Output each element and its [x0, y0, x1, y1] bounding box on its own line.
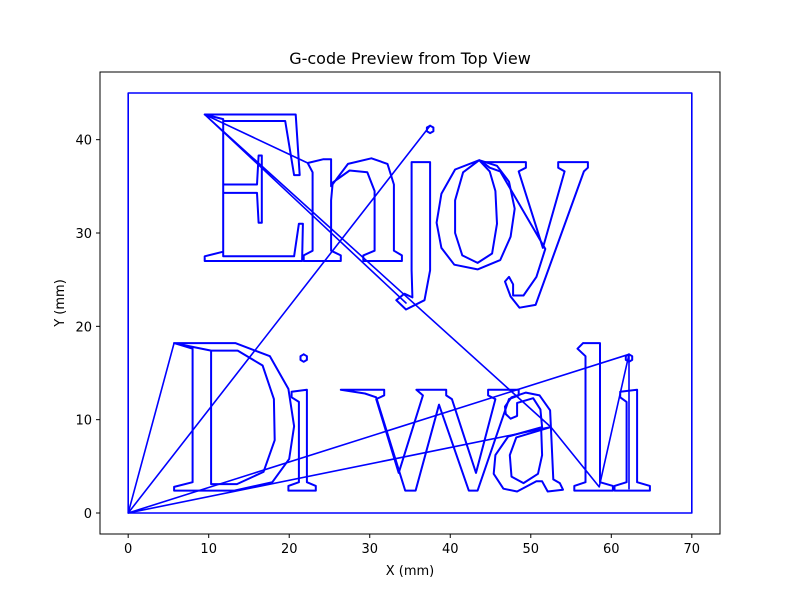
- toolpath-letter-i-dot: [299, 353, 308, 363]
- y-tick-label: 20: [75, 320, 92, 335]
- y-tick-label: 0: [84, 507, 92, 522]
- y-axis-label: Y (mm): [53, 279, 68, 328]
- x-tick-label: 40: [442, 542, 459, 557]
- x-tick-label: 70: [684, 542, 701, 557]
- toolpath-letter-E: [203, 113, 304, 262]
- toolpath-letter-j: [395, 161, 432, 311]
- toolpath-crossing-moves: [203, 113, 552, 428]
- y-tick-label: 30: [75, 227, 92, 242]
- toolpath-letter-a: [492, 391, 564, 493]
- y-axis: 0 10 20 30 40: [75, 134, 100, 522]
- toolpath-bed-border: [127, 92, 693, 514]
- x-tick-label: 30: [361, 542, 378, 557]
- axes-frame: [99, 71, 721, 535]
- x-axis: 0 10 20 30 40 50 60 70: [124, 534, 700, 557]
- x-tick-label: 60: [603, 542, 620, 557]
- x-axis-label: X (mm): [386, 564, 435, 579]
- toolpath-letter-l: [573, 342, 614, 492]
- x-tick-label: 10: [200, 542, 217, 557]
- toolpath-inter-letter-moves: [550, 353, 630, 490]
- y-tick-label: 10: [75, 414, 92, 429]
- x-tick-label: 0: [124, 542, 132, 557]
- toolpath-letter-o: [435, 159, 516, 271]
- x-tick-label: 50: [523, 542, 540, 557]
- toolpath-letter-y: [481, 161, 589, 309]
- plot-area: [127, 92, 693, 514]
- toolpath-travel-moves: [127, 124, 630, 514]
- toolpath-letter-i: [287, 388, 317, 492]
- chart-title: G-code Preview from Top View: [289, 49, 531, 68]
- toolpath-letter-i2: [613, 388, 651, 492]
- toolpath-letter-D: [173, 342, 296, 492]
- toolpath-letter-w: [339, 388, 520, 492]
- toolpath-letter-n: [302, 157, 403, 262]
- y-tick-label: 40: [75, 134, 92, 149]
- x-tick-label: 20: [281, 542, 298, 557]
- toolpath-letter-j-dot: [425, 124, 435, 135]
